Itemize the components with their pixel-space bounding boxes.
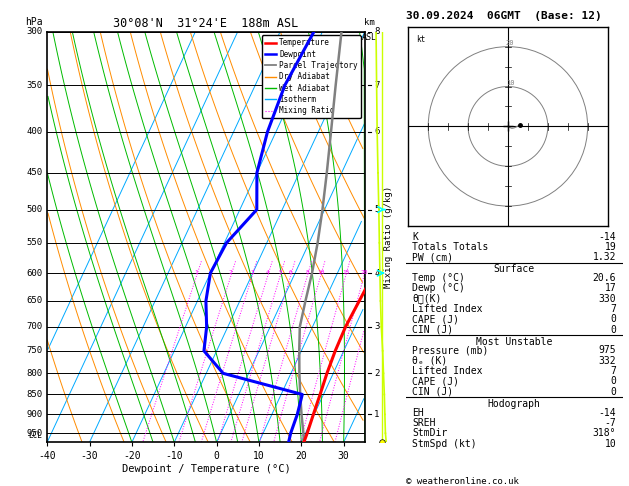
Text: 20.6: 20.6 (593, 273, 616, 283)
Text: θᴄ(K): θᴄ(K) (412, 294, 442, 304)
Text: 10: 10 (506, 80, 514, 86)
Text: ASL: ASL (362, 33, 377, 42)
Text: 330: 330 (599, 294, 616, 304)
Text: 15: 15 (342, 270, 349, 275)
Text: 1: 1 (374, 410, 380, 419)
Text: CAPE (J): CAPE (J) (412, 377, 459, 386)
Text: kt: kt (416, 35, 425, 44)
Text: 8: 8 (306, 270, 309, 275)
Text: 550: 550 (26, 238, 42, 247)
Text: 4: 4 (266, 270, 270, 275)
Text: 0: 0 (610, 325, 616, 335)
Text: 900: 900 (26, 410, 42, 419)
Text: 2: 2 (374, 369, 380, 378)
Text: -14: -14 (599, 408, 616, 417)
Text: 20: 20 (506, 40, 514, 46)
Text: 950: 950 (26, 429, 42, 438)
Text: 332: 332 (599, 356, 616, 366)
Text: 19: 19 (604, 242, 616, 252)
Text: 3: 3 (374, 322, 380, 331)
X-axis label: Dewpoint / Temperature (°C): Dewpoint / Temperature (°C) (121, 464, 291, 474)
Text: 800: 800 (26, 369, 42, 378)
Text: 10: 10 (604, 438, 616, 449)
Text: 2: 2 (229, 270, 233, 275)
Text: Dewp (°C): Dewp (°C) (412, 283, 465, 293)
Text: 0: 0 (610, 377, 616, 386)
Title: 30°08'N  31°24'E  188m ASL: 30°08'N 31°24'E 188m ASL (113, 17, 299, 31)
Text: 350: 350 (26, 81, 42, 90)
Text: 7: 7 (374, 81, 380, 90)
Text: 0: 0 (610, 387, 616, 397)
Text: 975: 975 (599, 346, 616, 355)
Text: 30.09.2024  06GMT  (Base: 12): 30.09.2024 06GMT (Base: 12) (406, 12, 601, 21)
Legend: Temperature, Dewpoint, Parcel Trajectory, Dry Adiabat, Wet Adiabat, Isotherm, Mi: Temperature, Dewpoint, Parcel Trajectory… (262, 35, 361, 118)
Text: 300: 300 (26, 27, 42, 36)
Text: 700: 700 (26, 322, 42, 331)
Text: 850: 850 (26, 390, 42, 399)
Text: 450: 450 (26, 168, 42, 177)
Text: EH: EH (412, 408, 424, 417)
Text: Surface: Surface (494, 264, 535, 274)
Text: © weatheronline.co.uk: © weatheronline.co.uk (406, 477, 518, 486)
Text: 5: 5 (374, 205, 380, 214)
Text: PW (cm): PW (cm) (412, 252, 454, 262)
Text: 750: 750 (26, 347, 42, 355)
Text: -7: -7 (604, 418, 616, 428)
Text: 1.32: 1.32 (593, 252, 616, 262)
Text: K: K (412, 231, 418, 242)
Text: StmSpd (kt): StmSpd (kt) (412, 438, 477, 449)
Text: Hodograph: Hodograph (487, 399, 541, 409)
Text: StmDir: StmDir (412, 428, 447, 438)
Text: CIN (J): CIN (J) (412, 387, 454, 397)
Text: CAPE (J): CAPE (J) (412, 314, 459, 324)
Text: 6: 6 (374, 127, 380, 137)
Text: Lifted Index: Lifted Index (412, 366, 482, 376)
Text: 4: 4 (374, 269, 380, 278)
Text: 400: 400 (26, 127, 42, 137)
Text: 7: 7 (610, 366, 616, 376)
Text: Temp (°C): Temp (°C) (412, 273, 465, 283)
Text: 1: 1 (194, 270, 198, 275)
Text: Totals Totals: Totals Totals (412, 242, 489, 252)
Text: 650: 650 (26, 296, 42, 306)
Text: Mixing Ratio (g/kg): Mixing Ratio (g/kg) (384, 186, 393, 288)
Text: Pressure (mb): Pressure (mb) (412, 346, 489, 355)
Text: LCL: LCL (28, 431, 42, 439)
Text: 8: 8 (374, 27, 380, 36)
Text: 17: 17 (604, 283, 616, 293)
Text: 0: 0 (610, 314, 616, 324)
Text: -14: -14 (599, 231, 616, 242)
Text: 318°: 318° (593, 428, 616, 438)
Text: 3: 3 (250, 270, 254, 275)
Text: θₑ (K): θₑ (K) (412, 356, 447, 366)
Text: SREH: SREH (412, 418, 436, 428)
Text: hPa: hPa (25, 17, 42, 28)
Text: 10: 10 (317, 270, 325, 275)
Text: 5: 5 (278, 270, 282, 275)
Text: Lifted Index: Lifted Index (412, 304, 482, 314)
Text: Most Unstable: Most Unstable (476, 337, 552, 347)
Text: 20: 20 (360, 270, 368, 275)
Text: km: km (364, 18, 375, 28)
Text: 500: 500 (26, 205, 42, 214)
Text: 600: 600 (26, 269, 42, 278)
Text: 6: 6 (289, 270, 292, 275)
Text: CIN (J): CIN (J) (412, 325, 454, 335)
Text: 7: 7 (610, 304, 616, 314)
